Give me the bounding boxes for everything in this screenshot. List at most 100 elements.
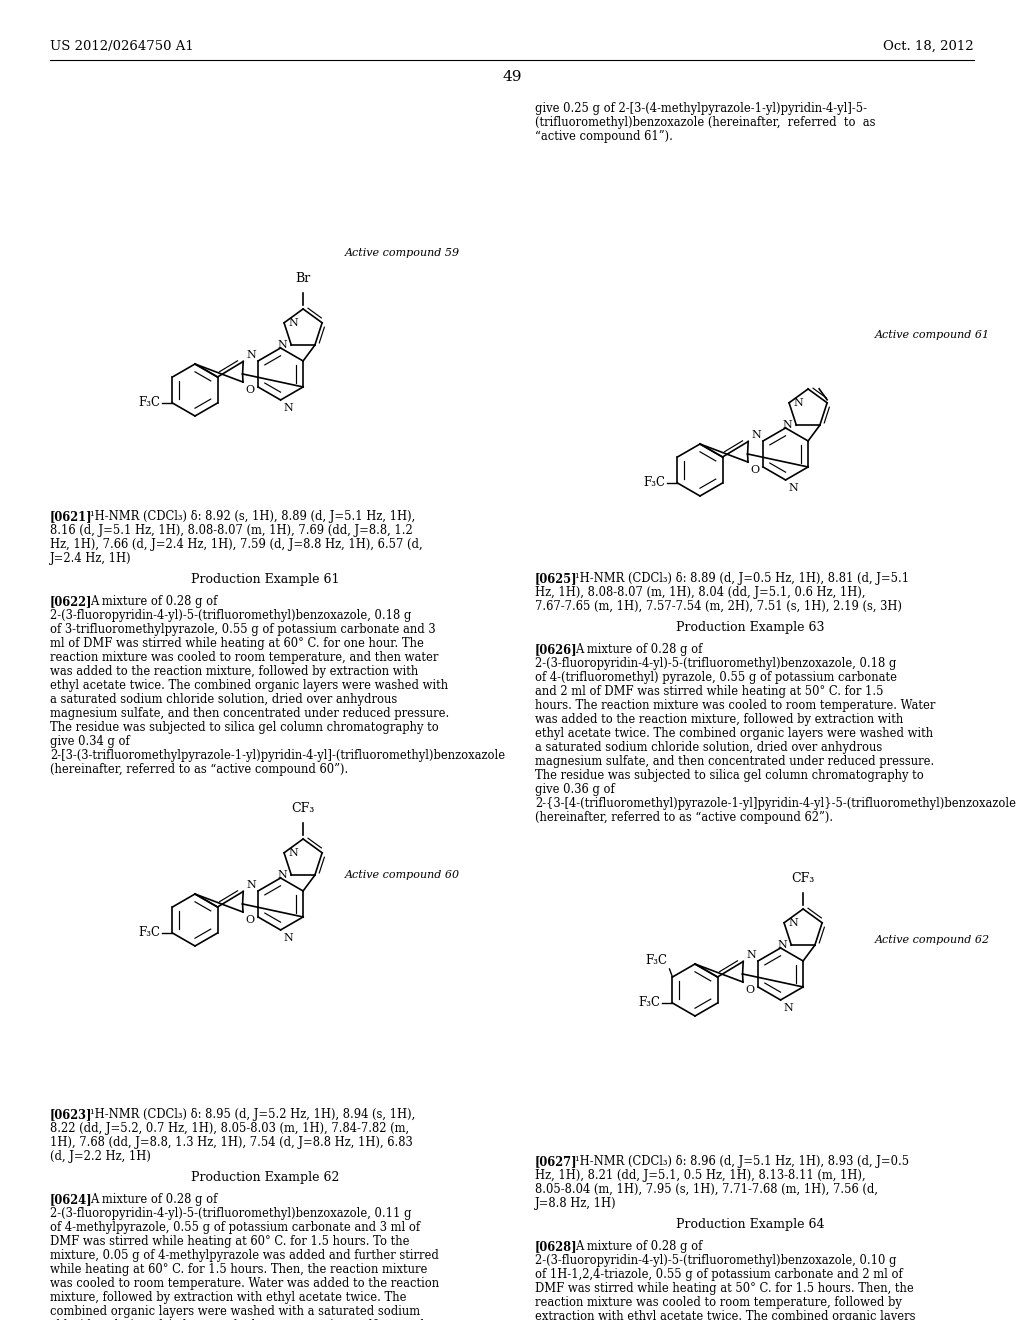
Text: 1H), 7.68 (dd, J=8.8, 1.3 Hz, 1H), 7.54 (d, J=8.8 Hz, 1H), 6.83: 1H), 7.68 (dd, J=8.8, 1.3 Hz, 1H), 7.54 … bbox=[50, 1137, 413, 1148]
Text: N: N bbox=[284, 933, 293, 942]
Text: N: N bbox=[752, 429, 761, 440]
Text: Hz, 1H), 8.08-8.07 (m, 1H), 8.04 (dd, J=5.1, 0.6 Hz, 1H),: Hz, 1H), 8.08-8.07 (m, 1H), 8.04 (dd, J=… bbox=[535, 586, 865, 599]
Text: The residue was subjected to silica gel column chromatography to: The residue was subjected to silica gel … bbox=[535, 770, 924, 781]
Text: reaction mixture was cooled to room temperature, and then water: reaction mixture was cooled to room temp… bbox=[50, 651, 438, 664]
Text: N: N bbox=[783, 1003, 794, 1012]
Text: a saturated sodium chloride solution, dried over anhydrous: a saturated sodium chloride solution, dr… bbox=[535, 741, 883, 754]
Text: ¹H-NMR (CDCl₃) δ: 8.96 (d, J=5.1 Hz, 1H), 8.93 (d, J=0.5: ¹H-NMR (CDCl₃) δ: 8.96 (d, J=5.1 Hz, 1H)… bbox=[575, 1155, 909, 1168]
Text: of 3-trifluoromethylpyrazole, 0.55 g of potassium carbonate and 3: of 3-trifluoromethylpyrazole, 0.55 g of … bbox=[50, 623, 435, 636]
Text: “active compound 61”).: “active compound 61”). bbox=[535, 129, 673, 143]
Text: N: N bbox=[746, 949, 756, 960]
Text: Production Example 62: Production Example 62 bbox=[190, 1171, 339, 1184]
Text: 2-(3-fluoropyridin-4-yl)-5-(trifluoromethyl)benzoxazole, 0.18 g: 2-(3-fluoropyridin-4-yl)-5-(trifluoromet… bbox=[50, 609, 412, 622]
Text: N: N bbox=[278, 341, 288, 350]
Text: 2-{3-[4-(trifluoromethyl)pyrazole-1-yl]pyridin-4-yl}-5-(trifluoromethyl)benzoxaz: 2-{3-[4-(trifluoromethyl)pyrazole-1-yl]p… bbox=[535, 797, 1016, 810]
Text: O: O bbox=[750, 465, 759, 475]
Text: give 0.25 g of 2-[3-(4-methylpyrazole-1-yl)pyridin-4-yl]-5-: give 0.25 g of 2-[3-(4-methylpyrazole-1-… bbox=[535, 102, 867, 115]
Text: mixture, 0.05 g of 4-methylpyrazole was added and further stirred: mixture, 0.05 g of 4-methylpyrazole was … bbox=[50, 1249, 439, 1262]
Text: magnesium sulfate, and then concentrated under reduced pressure.: magnesium sulfate, and then concentrated… bbox=[535, 755, 934, 768]
Text: [0625]: [0625] bbox=[535, 572, 578, 585]
Text: F₃C: F₃C bbox=[138, 927, 161, 940]
Text: F₃C: F₃C bbox=[138, 396, 161, 409]
Text: N: N bbox=[284, 403, 293, 413]
Text: Active compound 59: Active compound 59 bbox=[345, 248, 460, 257]
Text: 2-(3-fluoropyridin-4-yl)-5-(trifluoromethyl)benzoxazole, 0.18 g: 2-(3-fluoropyridin-4-yl)-5-(trifluoromet… bbox=[535, 657, 896, 671]
Text: CF₃: CF₃ bbox=[792, 873, 815, 884]
Text: Active compound 61: Active compound 61 bbox=[874, 330, 990, 341]
Text: Production Example 63: Production Example 63 bbox=[676, 620, 824, 634]
Text: N: N bbox=[788, 917, 798, 928]
Text: ethyl acetate twice. The combined organic layers were washed with: ethyl acetate twice. The combined organi… bbox=[50, 678, 449, 692]
Text: hours. The reaction mixture was cooled to room temperature. Water: hours. The reaction mixture was cooled t… bbox=[535, 700, 935, 711]
Text: [0622]: [0622] bbox=[50, 595, 92, 609]
Text: Hz, 1H), 7.66 (d, J=2.4 Hz, 1H), 7.59 (d, J=8.8 Hz, 1H), 6.57 (d,: Hz, 1H), 7.66 (d, J=2.4 Hz, 1H), 7.59 (d… bbox=[50, 539, 423, 550]
Text: N: N bbox=[782, 420, 793, 430]
Text: [0627]: [0627] bbox=[535, 1155, 578, 1168]
Text: N: N bbox=[278, 870, 288, 880]
Text: Active compound 62: Active compound 62 bbox=[874, 935, 990, 945]
Text: N: N bbox=[788, 483, 799, 492]
Text: 49: 49 bbox=[502, 70, 522, 84]
Text: [0626]: [0626] bbox=[535, 643, 578, 656]
Text: 2-(3-fluoropyridin-4-yl)-5-(trifluoromethyl)benzoxazole, 0.11 g: 2-(3-fluoropyridin-4-yl)-5-(trifluoromet… bbox=[50, 1206, 412, 1220]
Text: magnesium sulfate, and then concentrated under reduced pressure.: magnesium sulfate, and then concentrated… bbox=[50, 708, 450, 719]
Text: of 4-methylpyrazole, 0.55 g of potassium carbonate and 3 ml of: of 4-methylpyrazole, 0.55 g of potassium… bbox=[50, 1221, 420, 1234]
Text: Production Example 61: Production Example 61 bbox=[190, 573, 339, 586]
Text: O: O bbox=[245, 915, 254, 925]
Text: 8.22 (dd, J=5.2, 0.7 Hz, 1H), 8.05-8.03 (m, 1H), 7.84-7.82 (m,: 8.22 (dd, J=5.2, 0.7 Hz, 1H), 8.05-8.03 … bbox=[50, 1122, 410, 1135]
Text: Hz, 1H), 8.21 (dd, J=5.1, 0.5 Hz, 1H), 8.13-8.11 (m, 1H),: Hz, 1H), 8.21 (dd, J=5.1, 0.5 Hz, 1H), 8… bbox=[535, 1170, 865, 1181]
Text: The residue was subjected to silica gel column chromatography to: The residue was subjected to silica gel … bbox=[50, 721, 438, 734]
Text: DMF was stirred while heating at 60° C. for 1.5 hours. To the: DMF was stirred while heating at 60° C. … bbox=[50, 1236, 410, 1247]
Text: A mixture of 0.28 g of: A mixture of 0.28 g of bbox=[575, 643, 702, 656]
Text: was cooled to room temperature. Water was added to the reaction: was cooled to room temperature. Water wa… bbox=[50, 1276, 439, 1290]
Text: [0628]: [0628] bbox=[535, 1239, 578, 1253]
Text: (trifluoromethyl)benzoxazole (hereinafter,  referred  to  as: (trifluoromethyl)benzoxazole (hereinafte… bbox=[535, 116, 876, 129]
Text: of 4-(trifluoromethyl) pyrazole, 0.55 g of potassium carbonate: of 4-(trifluoromethyl) pyrazole, 0.55 g … bbox=[535, 671, 897, 684]
Text: US 2012/0264750 A1: US 2012/0264750 A1 bbox=[50, 40, 194, 53]
Text: N: N bbox=[288, 318, 298, 327]
Text: Br: Br bbox=[296, 272, 310, 285]
Text: 8.16 (d, J=5.1 Hz, 1H), 8.08-8.07 (m, 1H), 7.69 (dd, J=8.8, 1.2: 8.16 (d, J=5.1 Hz, 1H), 8.08-8.07 (m, 1H… bbox=[50, 524, 413, 537]
Text: Production Example 64: Production Example 64 bbox=[676, 1218, 824, 1232]
Text: Active compound 60: Active compound 60 bbox=[345, 870, 460, 880]
Text: A mixture of 0.28 g of: A mixture of 0.28 g of bbox=[90, 1193, 217, 1206]
Text: of 1H-1,2,4-triazole, 0.55 g of potassium carbonate and 2 ml of: of 1H-1,2,4-triazole, 0.55 g of potassiu… bbox=[535, 1269, 903, 1280]
Text: was added to the reaction mixture, followed by extraction with: was added to the reaction mixture, follo… bbox=[50, 665, 418, 678]
Text: F₃C: F₃C bbox=[643, 477, 666, 490]
Text: 8.05-8.04 (m, 1H), 7.95 (s, 1H), 7.71-7.68 (m, 1H), 7.56 (d,: 8.05-8.04 (m, 1H), 7.95 (s, 1H), 7.71-7.… bbox=[535, 1183, 878, 1196]
Text: ¹H-NMR (CDCl₃) δ: 8.89 (d, J=0.5 Hz, 1H), 8.81 (d, J=5.1: ¹H-NMR (CDCl₃) δ: 8.89 (d, J=0.5 Hz, 1H)… bbox=[575, 572, 909, 585]
Text: extraction with ethyl acetate twice. The combined organic layers: extraction with ethyl acetate twice. The… bbox=[535, 1309, 915, 1320]
Text: ¹H-NMR (CDCl₃) δ: 8.95 (d, J=5.2 Hz, 1H), 8.94 (s, 1H),: ¹H-NMR (CDCl₃) δ: 8.95 (d, J=5.2 Hz, 1H)… bbox=[90, 1107, 416, 1121]
Text: 2-[3-(3-trifluoromethylpyrazole-1-yl)pyridin-4-yl]-(trifluoromethyl)benzoxazole: 2-[3-(3-trifluoromethylpyrazole-1-yl)pyr… bbox=[50, 748, 505, 762]
Text: while heating at 60° C. for 1.5 hours. Then, the reaction mixture: while heating at 60° C. for 1.5 hours. T… bbox=[50, 1263, 427, 1276]
Text: O: O bbox=[245, 385, 254, 395]
Text: and 2 ml of DMF was stirred while heating at 50° C. for 1.5: and 2 ml of DMF was stirred while heatin… bbox=[535, 685, 884, 698]
Text: ¹H-NMR (CDCl₃) δ: 8.92 (s, 1H), 8.89 (d, J=5.1 Hz, 1H),: ¹H-NMR (CDCl₃) δ: 8.92 (s, 1H), 8.89 (d,… bbox=[90, 510, 416, 523]
Text: ethyl acetate twice. The combined organic layers were washed with: ethyl acetate twice. The combined organi… bbox=[535, 727, 933, 741]
Text: was added to the reaction mixture, followed by extraction with: was added to the reaction mixture, follo… bbox=[535, 713, 903, 726]
Text: a saturated sodium chloride solution, dried over anhydrous: a saturated sodium chloride solution, dr… bbox=[50, 693, 397, 706]
Text: A mixture of 0.28 g of: A mixture of 0.28 g of bbox=[575, 1239, 702, 1253]
Text: [0623]: [0623] bbox=[50, 1107, 92, 1121]
Text: J=8.8 Hz, 1H): J=8.8 Hz, 1H) bbox=[535, 1197, 616, 1210]
Text: (hereinafter, referred to as “active compound 60”).: (hereinafter, referred to as “active com… bbox=[50, 763, 348, 776]
Text: A mixture of 0.28 g of: A mixture of 0.28 g of bbox=[90, 595, 217, 609]
Text: [0624]: [0624] bbox=[50, 1193, 92, 1206]
Text: 7.67-7.65 (m, 1H), 7.57-7.54 (m, 2H), 7.51 (s, 1H), 2.19 (s, 3H): 7.67-7.65 (m, 1H), 7.57-7.54 (m, 2H), 7.… bbox=[535, 601, 902, 612]
Text: F₃C: F₃C bbox=[639, 997, 660, 1010]
Text: ml of DMF was stirred while heating at 60° C. for one hour. The: ml of DMF was stirred while heating at 6… bbox=[50, 638, 424, 649]
Text: combined organic layers were washed with a saturated sodium: combined organic layers were washed with… bbox=[50, 1305, 420, 1317]
Text: N: N bbox=[793, 397, 803, 408]
Text: reaction mixture was cooled to room temperature, followed by: reaction mixture was cooled to room temp… bbox=[535, 1296, 902, 1309]
Text: F₃C: F₃C bbox=[645, 954, 668, 968]
Text: O: O bbox=[745, 985, 754, 995]
Text: give 0.36 g of: give 0.36 g of bbox=[535, 783, 614, 796]
Text: N: N bbox=[288, 847, 298, 858]
Text: (d, J=2.2 Hz, 1H): (d, J=2.2 Hz, 1H) bbox=[50, 1150, 151, 1163]
Text: DMF was stirred while heating at 50° C. for 1.5 hours. Then, the: DMF was stirred while heating at 50° C. … bbox=[535, 1282, 913, 1295]
Text: mixture, followed by extraction with ethyl acetate twice. The: mixture, followed by extraction with eth… bbox=[50, 1291, 407, 1304]
Text: N: N bbox=[777, 940, 787, 950]
Text: N: N bbox=[246, 879, 256, 890]
Text: (hereinafter, referred to as “active compound 62”).: (hereinafter, referred to as “active com… bbox=[535, 810, 834, 824]
Text: 2-(3-fluoropyridin-4-yl)-5-(trifluoromethyl)benzoxazole, 0.10 g: 2-(3-fluoropyridin-4-yl)-5-(trifluoromet… bbox=[535, 1254, 896, 1267]
